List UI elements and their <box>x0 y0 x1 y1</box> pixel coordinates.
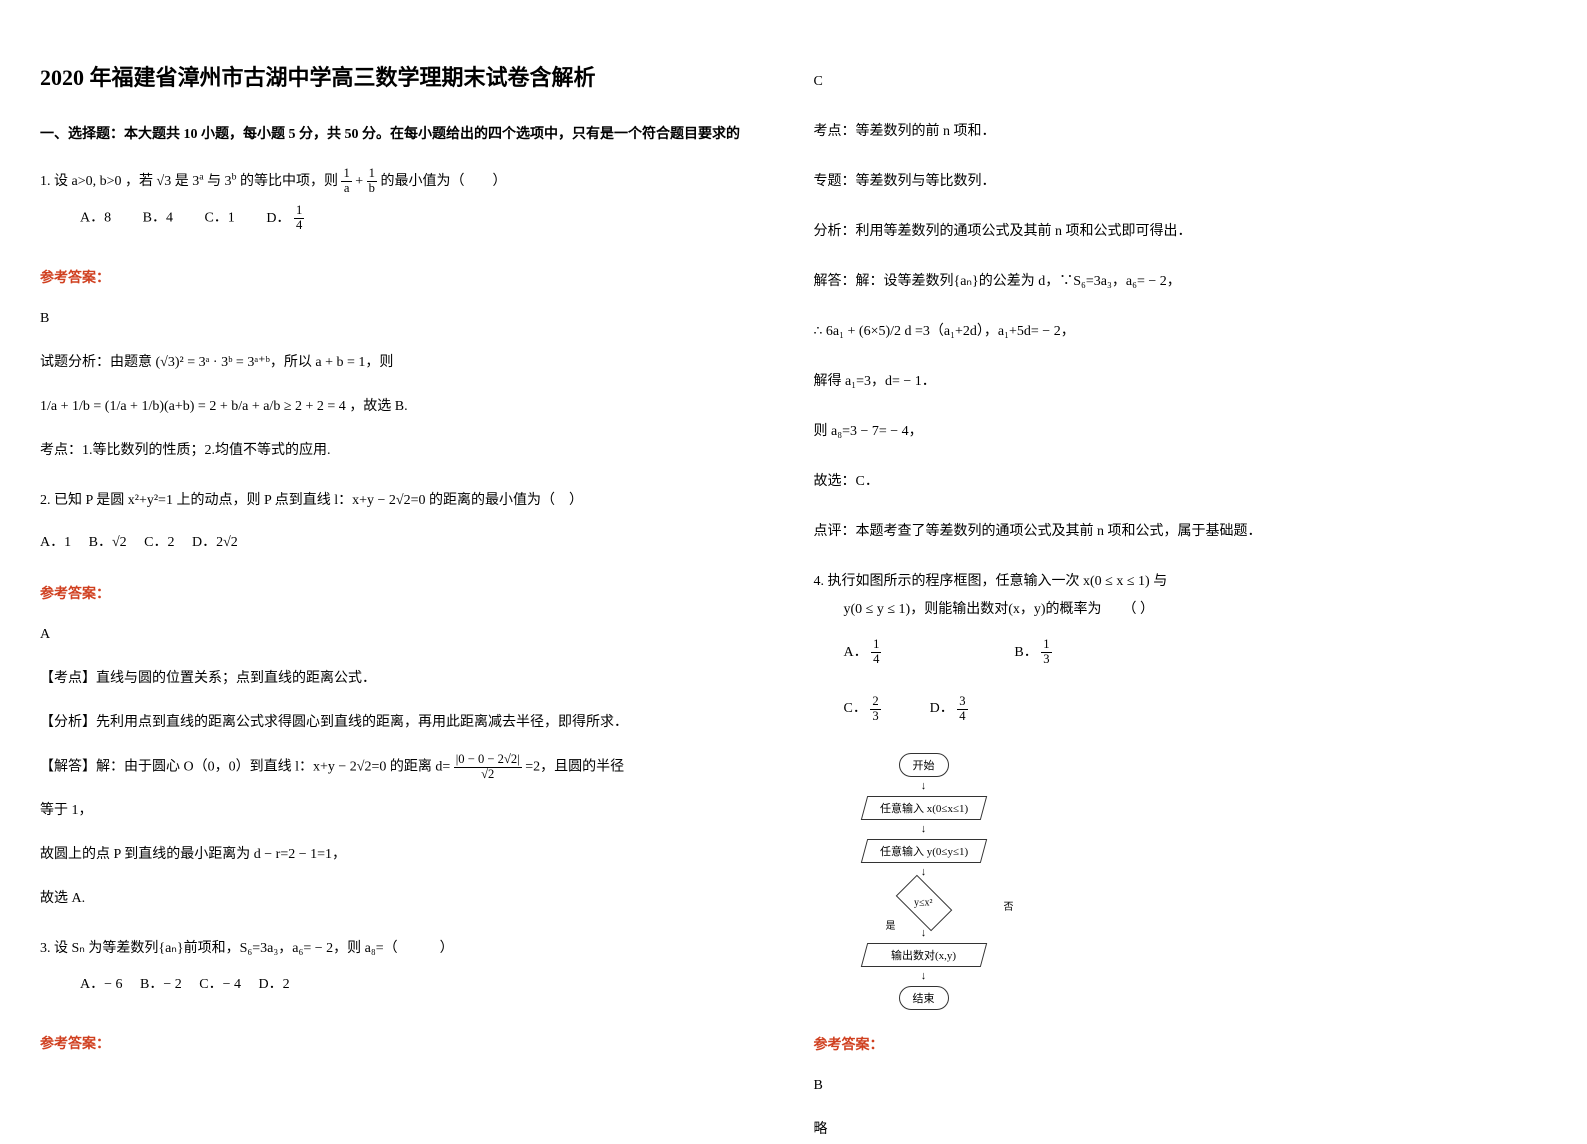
q1-option-b: B．4 <box>143 211 173 226</box>
q4-text-2: y(0 ≤ y ≤ 1)，则能输出数对(x，y)的概率为 （ ） <box>844 596 1548 624</box>
q1-option-d: D． 14 <box>266 211 304 226</box>
q2-option-a: A．1 <box>40 535 71 550</box>
q2-options: A．1 B．√2 C．2 D．2√2 <box>40 529 774 557</box>
flow-start: 开始 <box>899 753 949 777</box>
q3-answer: C <box>814 68 1548 96</box>
q3-option-a: A．− 6 <box>80 977 123 992</box>
q1-text: 1. 设 a>0, b>0 ，若 √3 是 3a 与 3b 的等比中项，则 1a… <box>40 174 506 189</box>
q3-option-d: D．2 <box>258 977 289 992</box>
q2-solve-2: 等于 1， <box>40 797 774 825</box>
q4-option-d: D． 34 <box>930 701 968 716</box>
arrow-icon: ↓ <box>854 781 994 792</box>
q1-options: A．8 B．4 C．1 D． 14 <box>80 204 774 233</box>
right-column: C 考点：等差数列的前 n 项和． 专题：等差数列与等比数列． 分析：利用等差数… <box>814 60 1548 1062</box>
q2-solve-3: 故圆上的点 P 到直线的最小距离为 d − r=2 − 1=1， <box>40 841 774 869</box>
q4-omit: 略 <box>814 1116 1548 1144</box>
q3-option-c: C．− 4 <box>199 977 241 992</box>
arrow-icon: ↓ <box>854 971 994 982</box>
flow-yes-label: 是 <box>886 917 896 932</box>
q1-option-c: C．1 <box>204 211 234 226</box>
q3-fenxi: 分析：利用等差数列的通项公式及其前 n 项和公式即可得出． <box>814 218 1548 246</box>
q4-answer: B <box>814 1072 1548 1100</box>
q3-zhuanti: 专题：等差数列与等比数列． <box>814 168 1548 196</box>
q2-text: 2. 已知 P 是圆 x²+y²=1 上的动点，则 P 点到直线 l：x+y −… <box>40 487 774 515</box>
question-3: 3. 设 Sₙ 为等差数列{aₙ}前项和，S₆=3a₃，a₆= − 2，则 a₈… <box>40 935 774 1007</box>
q2-point2: 【分析】先利用点到直线的距离公式求得圆心到直线的距离，再用此距离减去半径，即得所… <box>40 709 774 737</box>
q2-option-d: D．2√2 <box>192 535 238 550</box>
q4-answer-label: 参考答案： <box>814 1034 1548 1054</box>
q2-answer: A <box>40 621 774 649</box>
q3-kaodian: 考点：等差数列的前 n 项和． <box>814 118 1548 146</box>
q4-option-c: C． 23 <box>844 701 885 716</box>
q1-analysis-1: 试题分析：由题意 (√3)² = 3ᵃ · 3ᵇ = 3ᵃ⁺ᵇ，所以 a + b… <box>40 349 774 377</box>
q1-points: 考点：1.等比数列的性质；2.均值不等式的应用. <box>40 437 774 465</box>
q4-options: A． 14 B． 13 C． 23 D． 34 <box>844 638 1548 723</box>
question-1: 1. 设 a>0, b>0 ，若 √3 是 3a 与 3b 的等比中项，则 1a… <box>40 167 774 240</box>
section-1-header: 一、选择题：本大题共 10 小题，每小题 5 分，共 50 分。在每小题给出的四… <box>40 122 774 147</box>
q2-answer-label: 参考答案： <box>40 583 774 603</box>
q3-jieda-1: 解答：解：设等差数列{aₙ}的公差为 d，∵S₆=3a₃，a₆= − 2， <box>814 268 1548 296</box>
q2-solve-4: 故选 A. <box>40 885 774 913</box>
q2-option-c: C．2 <box>144 535 174 550</box>
q4-text-1: 4. 执行如图所示的程序框图，任意输入一次 x(0 ≤ x ≤ 1) 与 <box>814 568 1548 596</box>
question-4: 4. 执行如图所示的程序框图，任意输入一次 x(0 ≤ x ≤ 1) 与 y(0… <box>814 568 1548 723</box>
question-2: 2. 已知 P 是圆 x²+y²=1 上的动点，则 P 点到直线 l：x+y −… <box>40 487 774 557</box>
q4-option-b: B． 13 <box>1014 645 1051 660</box>
q2-point1: 【考点】直线与圆的位置关系；点到直线的距离公式． <box>40 665 774 693</box>
q2-option-b: B．√2 <box>89 535 127 550</box>
flowchart: 开始 ↓ 任意输入 x(0≤x≤1) ↓ 任意输入 y(0≤y≤1) ↓ y≤x… <box>854 749 994 1014</box>
flow-input-x: 任意输入 x(0≤x≤1) <box>860 796 986 820</box>
q4-option-a: A． 14 <box>844 645 885 660</box>
q3-dianping: 点评：本题考查了等差数列的通项公式及其前 n 项和公式，属于基础题． <box>814 518 1548 546</box>
q3-answer-label: 参考答案： <box>40 1033 774 1053</box>
q1-analysis-2: 1/a + 1/b = (1/a + 1/b)(a+b) = 2 + b/a +… <box>40 393 774 421</box>
q3-jieda-4: 则 a₈=3 − 7= − 4， <box>814 418 1548 446</box>
q1-answer: B <box>40 305 774 333</box>
arrow-icon: ↓ <box>854 867 994 878</box>
q2-solve: 【解答】解：由于圆心 O（0，0）到直线 l：x+y − 2√2=0 的距离 d… <box>40 753 774 782</box>
flow-end: 结束 <box>899 986 949 1010</box>
exam-title: 2020 年福建省漳州市古湖中学高三数学理期末试卷含解析 <box>40 60 774 92</box>
arrow-icon: ↓ <box>854 928 994 939</box>
q3-option-b: B．− 2 <box>140 977 182 992</box>
q3-jieda-5: 故选：C． <box>814 468 1548 496</box>
q3-jieda-2: ∴ 6a₁ + (6×5)/2 d =3（a₁+2d），a₁+5d= − 2， <box>814 318 1548 346</box>
flow-input-y: 任意输入 y(0≤y≤1) <box>860 839 986 863</box>
left-column: 2020 年福建省漳州市古湖中学高三数学理期末试卷含解析 一、选择题：本大题共 … <box>40 60 774 1062</box>
q3-jieda-3: 解得 a₁=3，d= − 1． <box>814 368 1548 396</box>
flow-no-label: 否 <box>1004 898 1014 913</box>
q3-text: 3. 设 Sₙ 为等差数列{aₙ}前项和，S₆=3a₃，a₆= − 2，则 a₈… <box>40 935 774 963</box>
flow-output: 输出数对(x,y) <box>860 943 986 967</box>
flow-condition: y≤x² <box>895 875 952 932</box>
arrow-icon: ↓ <box>854 824 994 835</box>
q1-option-a: A．8 <box>80 211 111 226</box>
q3-options: A．− 6 B．− 2 C．− 4 D．2 <box>80 971 774 999</box>
q1-answer-label: 参考答案： <box>40 267 774 287</box>
